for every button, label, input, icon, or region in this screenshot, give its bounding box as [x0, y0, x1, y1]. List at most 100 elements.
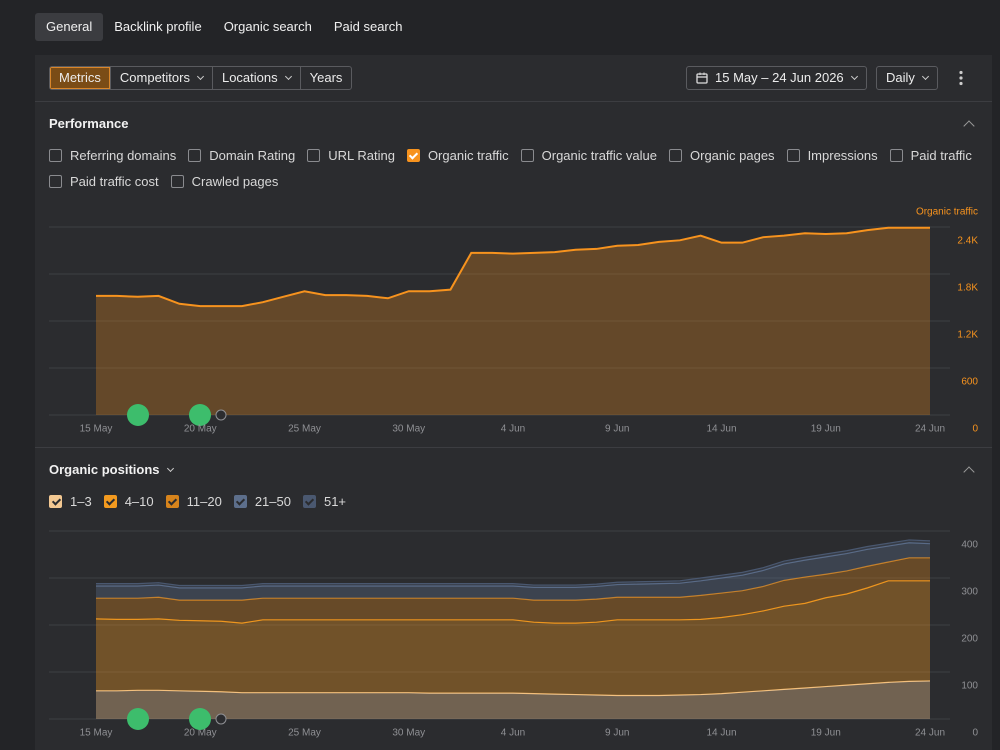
stacked-band	[96, 680, 930, 719]
event-marker[interactable]	[127, 404, 149, 426]
x-tick-label: 19 Jun	[811, 728, 841, 739]
checkbox[interactable]	[406, 148, 420, 162]
x-tick-label: 20 May	[184, 728, 217, 739]
google-update-marker[interactable]	[215, 409, 227, 421]
segment-group: Metrics Competitors Locations Years	[49, 66, 353, 90]
checkbox[interactable]	[307, 148, 321, 162]
x-tick-label: 24 Jun	[915, 424, 945, 435]
metric-checkbox[interactable]: Referring domains	[49, 142, 176, 168]
tab-bar: General Backlink profile Organic search Pai…	[35, 13, 414, 41]
y-tick-label: 0	[972, 424, 978, 435]
segment-button[interactable]: Metrics	[50, 67, 110, 89]
x-tick-label: 9 Jun	[605, 424, 629, 435]
segment-button[interactable]: Years	[299, 67, 352, 89]
legend-item[interactable]: 21–50	[233, 488, 291, 514]
checkbox[interactable]	[49, 174, 62, 188]
event-markers	[127, 708, 227, 730]
interval: Daily	[886, 67, 928, 89]
y-tick-label: 0	[972, 728, 978, 739]
x-tick-label: 19 Jun	[811, 424, 841, 435]
x-tick-label: 15 May	[80, 728, 113, 739]
legend-label: 11–20	[186, 493, 222, 509]
date-picker[interactable]: 15 May – 24 Jun 2026	[686, 66, 867, 90]
metric-checkbox[interactable]: Paid traffic	[889, 142, 972, 168]
metric-checkbox[interactable]: Organic pages	[669, 142, 775, 168]
legend-checkbox[interactable]	[49, 494, 62, 508]
x-tick-label: 20 May	[184, 424, 217, 435]
divider	[35, 101, 992, 102]
stacked-line	[96, 680, 931, 697]
metric-checkbox[interactable]: Paid traffic cost	[49, 168, 159, 194]
stacked-line	[96, 557, 930, 601]
legend-label: 1–3	[70, 493, 92, 509]
metric-checkbox[interactable]: Crawled pages	[170, 168, 278, 194]
y-tick-label: 400	[961, 540, 978, 551]
metric-checkbox[interactable]: URL Rating	[307, 142, 395, 168]
x-tick-label: 14 Jun	[706, 728, 736, 739]
interval-dropdown[interactable]: Daily	[876, 66, 938, 90]
tab[interactable]: General	[35, 13, 104, 41]
legend-label: 21–50	[254, 493, 291, 509]
y-tick-label: 2.4K	[957, 236, 978, 247]
checkbox-label: Referring domains	[70, 147, 177, 163]
metric-checkbox[interactable]: Organic traffic value	[520, 142, 657, 168]
divider	[35, 447, 992, 448]
checkbox-label: Domain Rating	[209, 147, 296, 163]
stacked-band	[96, 542, 930, 601]
google-update-marker[interactable]	[215, 713, 227, 725]
x-tick-label: 4 Jun	[501, 728, 525, 739]
checkbox[interactable]	[786, 148, 800, 162]
x-tick-label: 15 May	[80, 424, 113, 435]
metric-checkbox[interactable]: Organic traffic	[406, 142, 509, 168]
y-tick-label: 1.2K	[957, 330, 978, 341]
legend-checkbox[interactable]	[165, 494, 179, 508]
legend-label: 51+	[323, 493, 347, 509]
calendar-icon	[696, 72, 708, 84]
checkbox-label: URL Rating	[328, 147, 395, 163]
segment-dropdown[interactable]: Competitors	[109, 67, 212, 89]
panel	[35, 55, 992, 750]
legend-item[interactable]: 1–3	[49, 488, 92, 514]
y-tick-label: 1.8K	[957, 283, 978, 294]
x-tick-label: 30 May	[392, 728, 425, 739]
checkbox[interactable]	[188, 148, 202, 162]
legend-checkbox[interactable]	[302, 494, 316, 508]
event-marker[interactable]	[127, 708, 149, 730]
legend: 1–3 4–10 11–20 21–50 51+	[49, 488, 358, 514]
y-tick-label: 100	[961, 681, 978, 692]
date-range: 15 May – 24 Jun 2026	[715, 67, 857, 89]
checkbox[interactable]	[170, 174, 184, 188]
tab[interactable]: Organic search	[223, 19, 312, 34]
checkbox-label: Organic traffic	[427, 147, 509, 163]
x-tick-label: 30 May	[392, 424, 425, 435]
metric-checkbox[interactable]: Impressions	[786, 142, 878, 168]
checkbox[interactable]	[49, 148, 62, 162]
legend-item[interactable]: 11–20	[165, 488, 222, 514]
segment-dropdown[interactable]: Locations	[211, 67, 300, 89]
event-marker[interactable]	[189, 404, 211, 426]
checkbox[interactable]	[889, 148, 903, 162]
stacked-line	[96, 539, 931, 587]
legend-item[interactable]: 51+	[302, 488, 347, 514]
checkbox[interactable]	[669, 148, 682, 162]
legend-item[interactable]: 4–10	[103, 488, 154, 514]
tab[interactable]: Paid search	[333, 19, 403, 34]
x-tick-label: 4 Jun	[501, 424, 525, 435]
y-axis-label: Organic traffic	[916, 207, 978, 218]
checkbox[interactable]	[520, 148, 534, 162]
y-tick-label: 600	[961, 377, 978, 388]
event-marker[interactable]	[189, 708, 211, 730]
tab[interactable]: Backlink profile	[114, 19, 202, 34]
checkbox-label: Impressions	[807, 147, 878, 163]
event-markers	[127, 404, 227, 426]
legend-checkbox[interactable]	[233, 494, 247, 508]
metric-checkbox[interactable]: Domain Rating	[188, 142, 295, 168]
checkbox-label: Paid traffic	[910, 147, 972, 163]
more-menu[interactable]	[957, 70, 965, 86]
section-title[interactable]: Organic positions	[49, 462, 173, 477]
legend-label: 4–10	[124, 493, 154, 509]
legend-checkbox[interactable]	[103, 494, 117, 508]
area-fill	[96, 227, 930, 415]
metric-list: Referring domains Domain Rating URL Rating…	[49, 142, 984, 194]
y-tick-label: 300	[961, 587, 978, 598]
